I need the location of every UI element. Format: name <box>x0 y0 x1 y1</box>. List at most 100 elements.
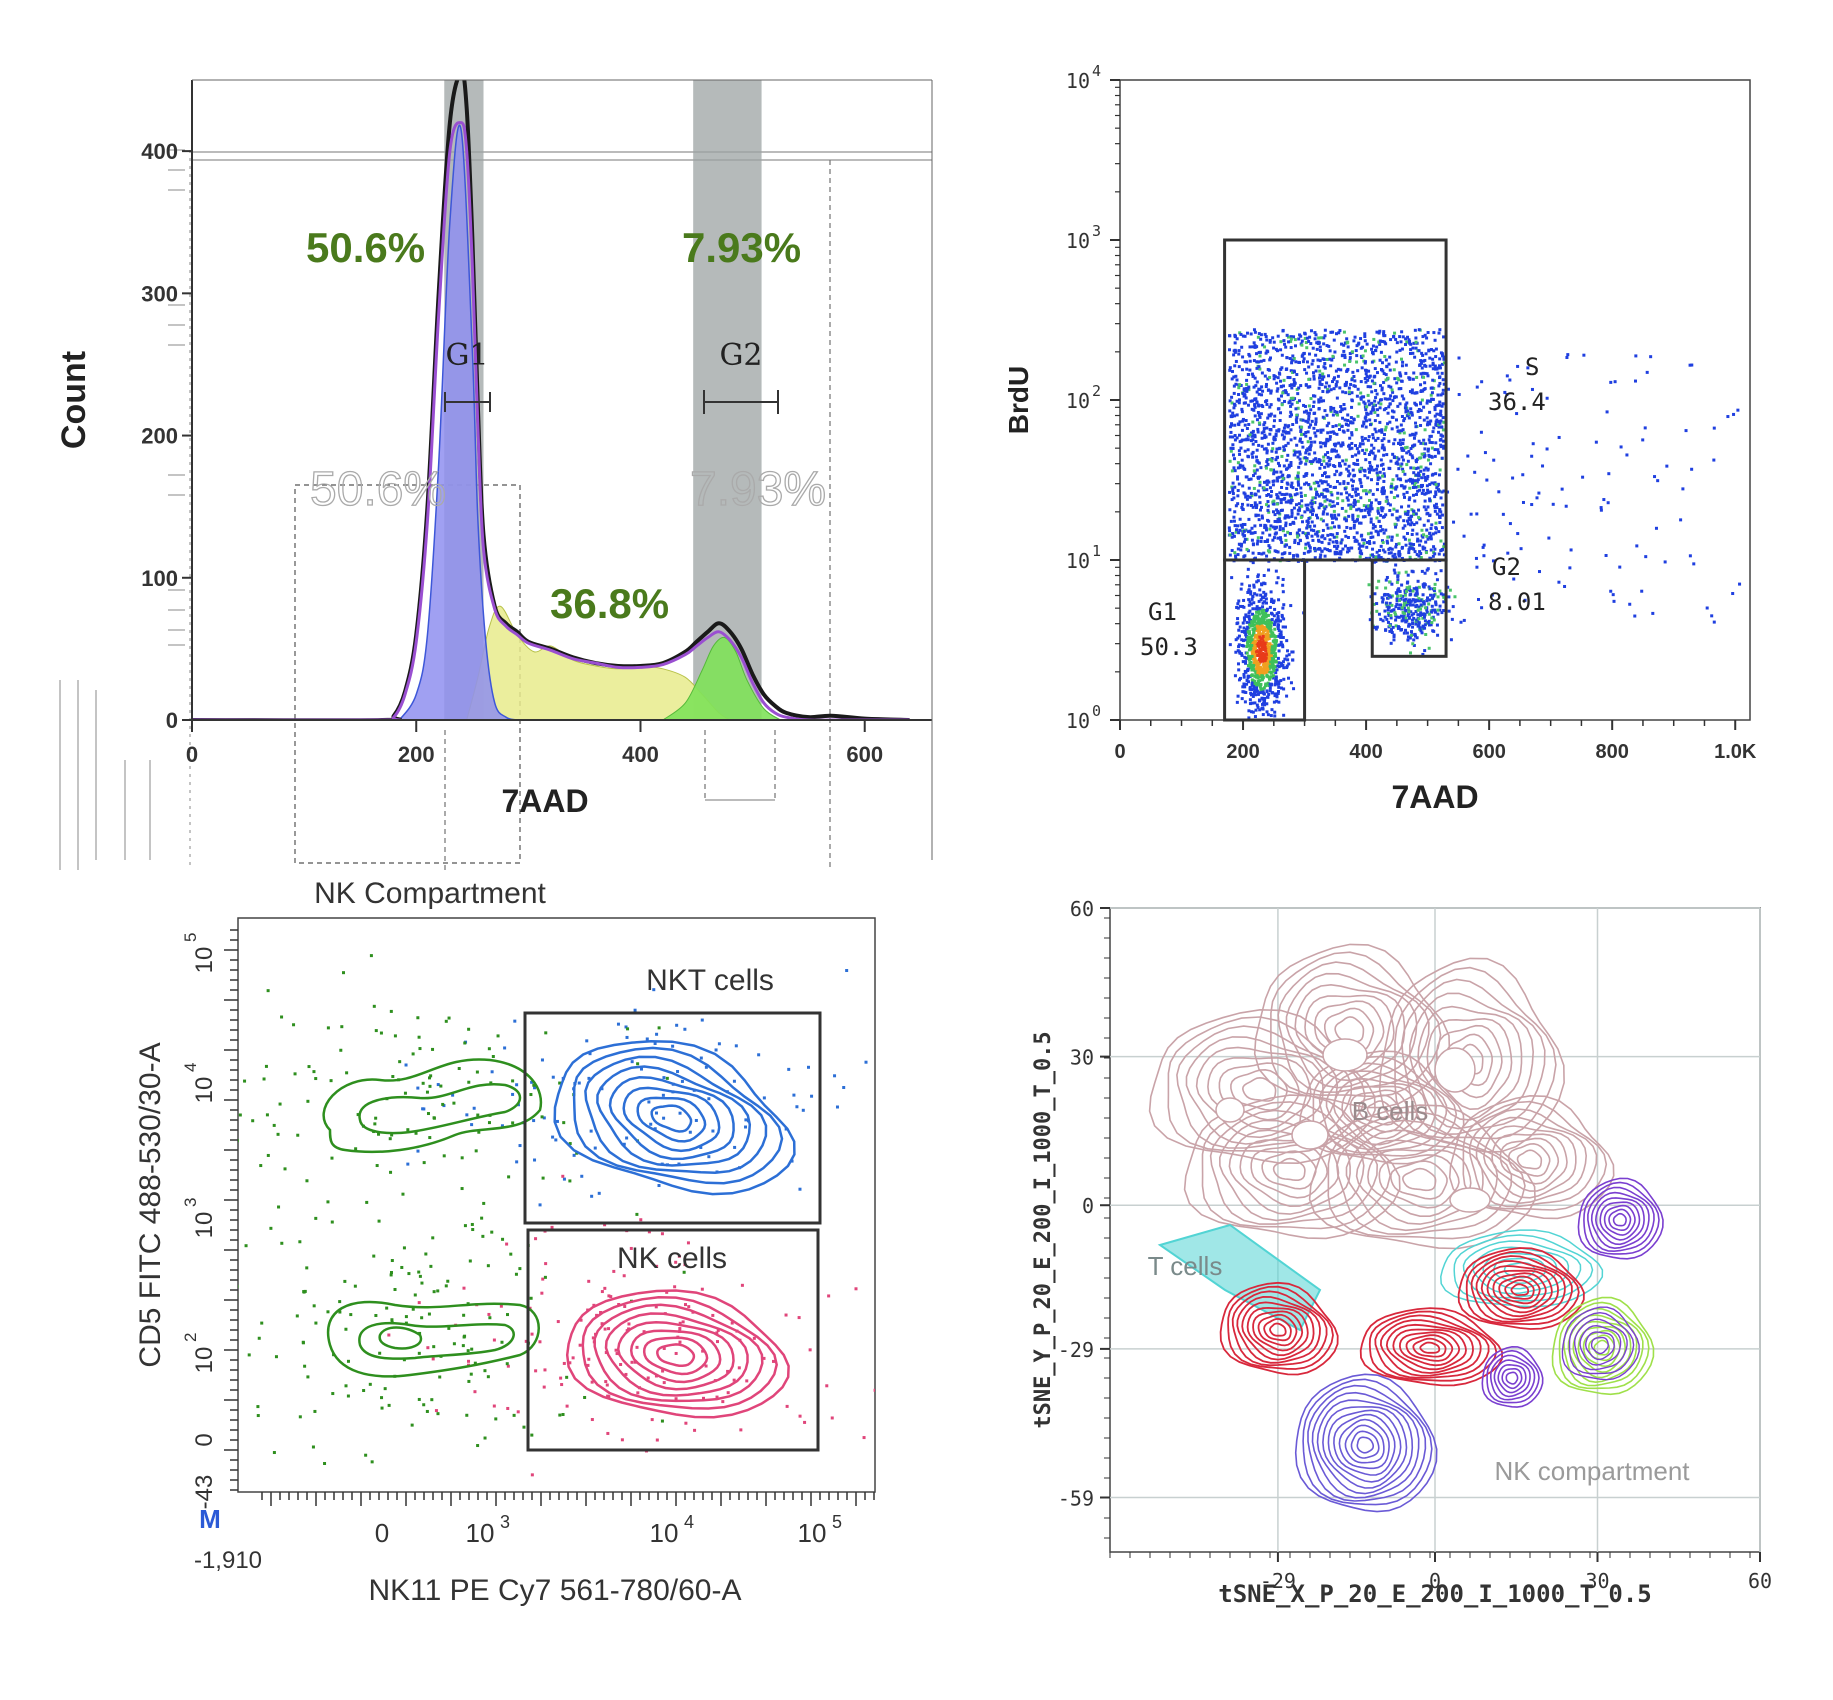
event-dot <box>1320 549 1324 553</box>
event-dot <box>1255 580 1259 584</box>
event-dot <box>1599 508 1603 512</box>
event-dot <box>1343 363 1347 367</box>
event-dot <box>1347 493 1351 497</box>
event-dot <box>1291 422 1295 426</box>
event-dot <box>463 1041 467 1045</box>
event-dot <box>1268 338 1272 342</box>
event-dot <box>1299 460 1303 464</box>
event-dot <box>1402 631 1406 635</box>
event-dot <box>1421 488 1425 492</box>
event-dot <box>1356 462 1360 466</box>
event-dot <box>1413 355 1417 359</box>
event-dot <box>1261 614 1265 618</box>
event-dot <box>1324 505 1328 509</box>
event-dot <box>1339 368 1343 372</box>
event-dot <box>1304 419 1308 423</box>
event-dot <box>1505 374 1509 378</box>
event-dot <box>1407 551 1411 555</box>
contour-line <box>1481 1345 1544 1408</box>
event-dot <box>1232 406 1236 410</box>
event-dot <box>1265 702 1269 706</box>
event-dot <box>1305 534 1309 538</box>
event-dot <box>1258 708 1262 712</box>
event-dot <box>1665 464 1669 468</box>
event-dot <box>1345 496 1349 500</box>
event-dot <box>1373 427 1377 431</box>
event-dot <box>1441 378 1445 382</box>
event-dot <box>1421 583 1425 587</box>
event-dot <box>1633 379 1637 383</box>
event-dot <box>1249 590 1253 594</box>
event-dot <box>616 1022 620 1026</box>
contour-line <box>1398 1331 1461 1367</box>
event-dot <box>1247 517 1251 521</box>
event-dot <box>1392 456 1396 460</box>
event-dot <box>1300 343 1304 347</box>
event-dot <box>1240 410 1244 414</box>
event-dot <box>1281 645 1285 649</box>
contour-line <box>1480 1265 1559 1318</box>
event-dot <box>1357 402 1361 406</box>
event-dot <box>1236 477 1240 481</box>
event-dot <box>1386 422 1390 426</box>
event-dot <box>1384 378 1388 382</box>
event-dot <box>1250 452 1254 456</box>
event-dot <box>1266 626 1270 630</box>
event-dot <box>1436 448 1440 452</box>
event-dot <box>1568 566 1572 570</box>
event-dot <box>542 1385 546 1389</box>
event-dot <box>1403 406 1407 410</box>
event-dot <box>1255 503 1259 507</box>
event-dot <box>1342 349 1346 353</box>
event-dot <box>1243 360 1247 364</box>
event-dot <box>1656 479 1660 483</box>
event-dot <box>1237 392 1241 396</box>
event-dot <box>473 1361 477 1365</box>
event-dot <box>1710 614 1714 618</box>
event-dot <box>1374 349 1378 353</box>
event-dot <box>1383 615 1387 619</box>
event-dot <box>1299 427 1303 431</box>
event-dot <box>340 1025 344 1029</box>
event-dot <box>1351 517 1355 521</box>
event-dot <box>726 1369 730 1373</box>
event-dot <box>1411 621 1415 625</box>
event-dot <box>1394 337 1398 341</box>
event-dot <box>1264 464 1268 468</box>
event-dot <box>1249 399 1253 403</box>
event-dot <box>1360 508 1364 512</box>
event-dot <box>1268 533 1272 537</box>
event-dot <box>1329 406 1333 410</box>
event-dot <box>1337 423 1341 427</box>
event-dot <box>1308 549 1312 553</box>
event-dot <box>1281 590 1285 594</box>
x-axis-label: NK11 PE Cy7 561-780/60-A <box>369 1574 742 1607</box>
event-dot <box>1410 481 1414 485</box>
event-dot <box>1439 393 1443 397</box>
event-dot <box>1378 342 1382 346</box>
event-dot <box>1266 682 1270 686</box>
event-dot <box>1395 425 1399 429</box>
event-dot <box>1425 416 1429 420</box>
event-dot <box>1316 516 1320 520</box>
event-dot <box>845 969 849 973</box>
contour-line <box>1241 1301 1315 1361</box>
event-dot <box>687 1305 691 1309</box>
contour-line <box>1392 1328 1467 1371</box>
event-dot <box>1426 505 1430 509</box>
event-dot <box>467 1359 471 1363</box>
event-dot <box>1431 596 1435 600</box>
event-dot <box>1417 623 1421 627</box>
event-dot <box>1261 654 1265 658</box>
event-dot <box>1266 493 1270 497</box>
event-dot <box>1242 387 1246 391</box>
event-dot <box>1362 395 1366 399</box>
event-dot <box>1416 579 1420 583</box>
event-dot <box>492 1338 496 1342</box>
event-dot <box>1346 546 1350 550</box>
event-dot <box>1394 556 1398 560</box>
event-dot <box>1278 632 1282 636</box>
event-dot <box>1398 371 1402 375</box>
event-dot <box>1382 472 1386 476</box>
event-dot <box>1688 554 1692 558</box>
